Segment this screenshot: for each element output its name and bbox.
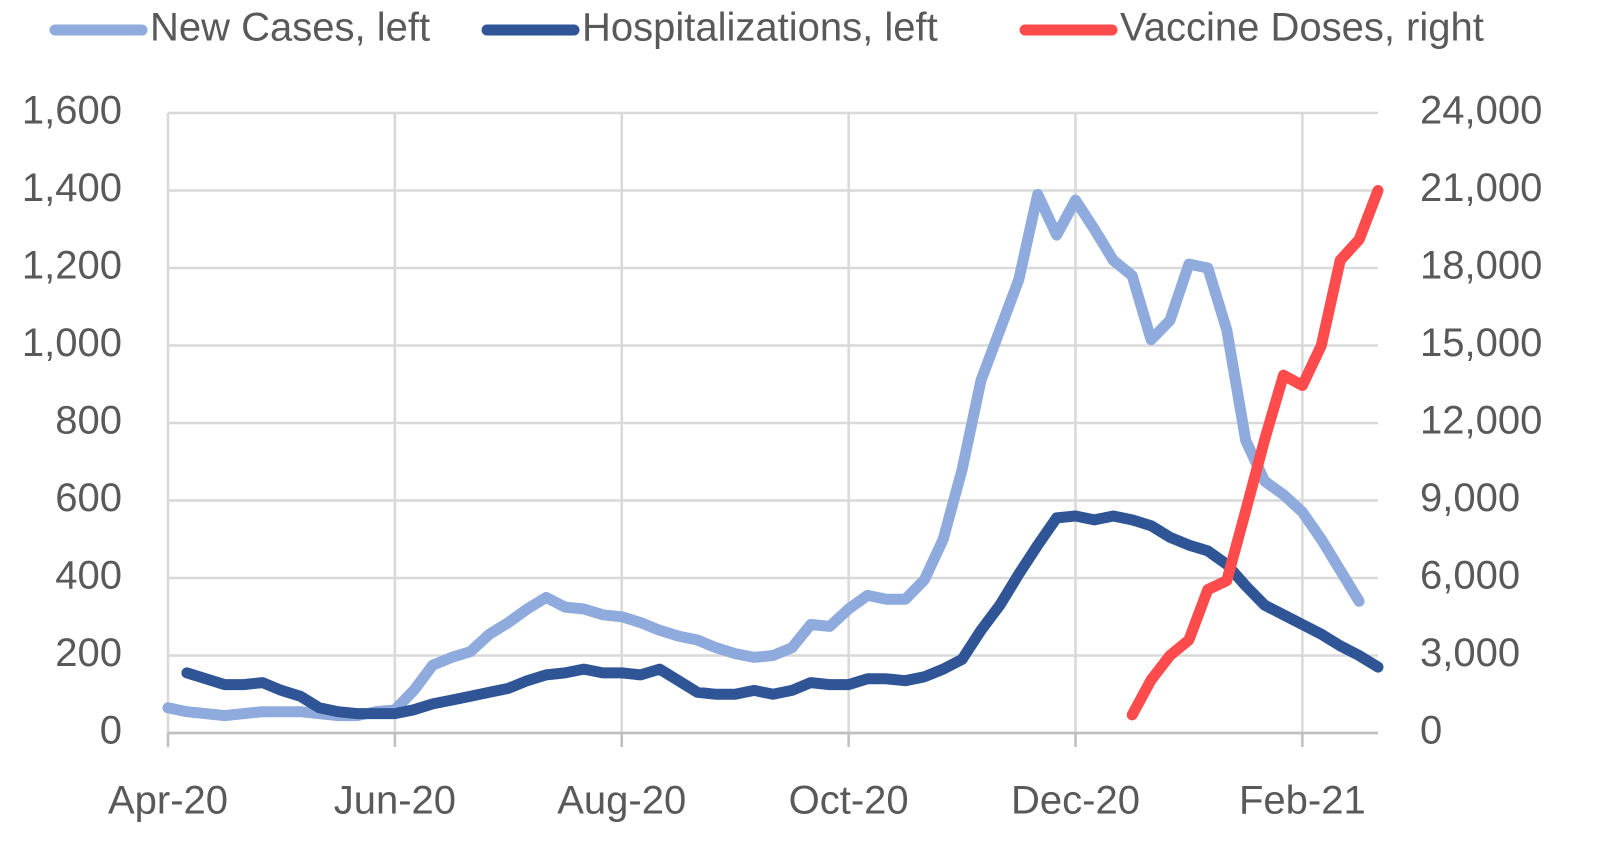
y2-tick-label: 21,000 xyxy=(1420,166,1542,210)
legend-label: Vaccine Doses, right xyxy=(1120,6,1484,50)
y-tick-label: 1,000 xyxy=(22,321,122,365)
y2-tick-label: 6,000 xyxy=(1420,554,1520,598)
y-tick-label: 600 xyxy=(55,476,122,520)
y2-tick-label: 12,000 xyxy=(1420,399,1542,443)
x-tick-label: Aug-20 xyxy=(557,779,686,823)
y2-tick-label: 3,000 xyxy=(1420,631,1520,675)
x-tick-label: Feb-21 xyxy=(1239,779,1366,823)
y-tick-label: 1,400 xyxy=(22,166,122,210)
series-line xyxy=(1126,185,1384,721)
y-tick-label: 0 xyxy=(100,709,122,753)
y-tick-label: 1,200 xyxy=(22,244,122,288)
series-line xyxy=(181,510,1384,720)
y2-tick-label: 15,000 xyxy=(1420,321,1542,365)
y-tick-label: 800 xyxy=(55,399,122,443)
x-tick-label: Oct-20 xyxy=(789,779,909,823)
x-tick-label: Jun-20 xyxy=(334,779,456,823)
y2-tick-label: 0 xyxy=(1420,709,1442,753)
y2-tick-label: 18,000 xyxy=(1420,244,1542,288)
y-tick-label: 200 xyxy=(55,631,122,675)
y-tick-label: 1,600 xyxy=(22,89,122,133)
legend-label: New Cases, left xyxy=(150,6,430,50)
y2-tick-label: 24,000 xyxy=(1420,89,1542,133)
series-line xyxy=(162,188,1365,722)
y2-tick-label: 9,000 xyxy=(1420,476,1520,520)
x-tick-label: Apr-20 xyxy=(108,779,228,823)
y-tick-label: 400 xyxy=(55,554,122,598)
x-tick-label: Dec-20 xyxy=(1011,779,1140,823)
legend-label: Hospitalizations, left xyxy=(582,6,938,50)
